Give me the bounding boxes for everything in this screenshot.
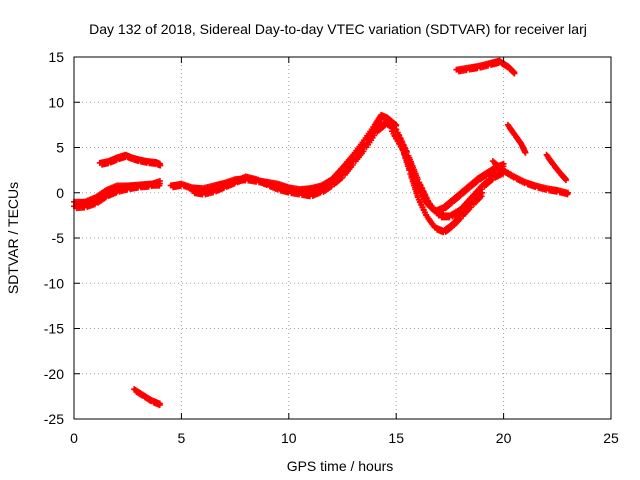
- y-tick-label: 0: [56, 185, 64, 201]
- x-tick-label: 0: [70, 430, 78, 446]
- data-point: [565, 189, 572, 196]
- series-track-late-1: [489, 158, 572, 198]
- series-track-mid-2: [189, 173, 325, 200]
- data-point: [511, 69, 518, 76]
- x-axis-label: GPS time / hours: [287, 458, 394, 474]
- x-tick-label: 20: [496, 430, 512, 446]
- axis-ticks: 0 5 10 15 20 25 -25 -20 -15 -10 -5 0 5 10 15: [44, 49, 619, 446]
- series-track-late-3: [543, 151, 569, 184]
- series-track-main-2: [71, 177, 163, 212]
- y-tick-label: -10: [44, 275, 64, 291]
- data-point: [393, 126, 400, 133]
- y-tick-label: -20: [44, 366, 64, 382]
- data-point: [410, 173, 417, 180]
- series-track-rise-2: [318, 119, 400, 195]
- chart-title: Day 132 of 2018, Sidereal Day-to-day VTE…: [89, 21, 587, 37]
- y-tick-label: -25: [44, 411, 64, 427]
- y-tick-label: 15: [48, 49, 64, 65]
- x-tick-label: 15: [388, 430, 404, 446]
- y-tick-label: -15: [44, 321, 64, 337]
- data-point: [156, 400, 163, 407]
- x-tick-label: 25: [603, 430, 619, 446]
- series-track-dip-1: [393, 126, 507, 221]
- y-tick-label: -5: [52, 230, 65, 246]
- y-tick-label: 5: [56, 140, 64, 156]
- data-point: [479, 189, 486, 196]
- series-track-late-2: [504, 121, 529, 156]
- data-point: [522, 149, 529, 156]
- data-point: [399, 146, 406, 153]
- data-point: [156, 177, 163, 184]
- data-points: [71, 57, 572, 409]
- series-track-top: [453, 57, 518, 77]
- series-track-dip-3: [388, 128, 507, 216]
- series-track-upper-early: [96, 151, 164, 169]
- x-tick-label: 10: [281, 430, 297, 446]
- y-tick-label: 10: [48, 94, 64, 110]
- grid-lines: [74, 57, 611, 419]
- y-axis-label: SDTVAR / TECUs: [5, 182, 21, 294]
- series-track-bottom: [131, 386, 163, 409]
- x-tick-label: 5: [178, 430, 186, 446]
- data-point: [500, 160, 507, 167]
- data-point: [156, 160, 163, 167]
- data-point: [562, 176, 569, 183]
